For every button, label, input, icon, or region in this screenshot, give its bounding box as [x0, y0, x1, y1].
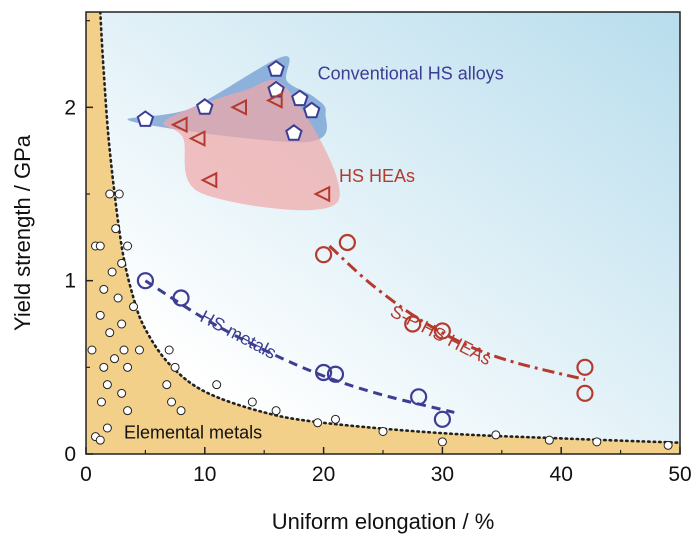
elemental-metal-point [105, 189, 115, 199]
hs-metal-point [410, 388, 428, 406]
elemental-metal-point [95, 435, 105, 445]
y-axis-title: Yield strength / GPa [10, 134, 35, 331]
y-tick-label: 1 [64, 270, 76, 293]
elemental-metal-point [491, 430, 501, 440]
sp-hs-hea-point [338, 233, 356, 252]
x-tick-label: 40 [550, 463, 573, 486]
x-axis-title: Uniform elongation / % [272, 509, 495, 534]
elemental-metal-point [105, 328, 115, 338]
elemental-metal-point [99, 284, 109, 294]
elemental-metal-point [247, 397, 257, 407]
elemental-metal-point [99, 362, 109, 372]
conventional-alloy-point [291, 89, 309, 107]
x-tick-label: 10 [193, 463, 216, 486]
elemental-metal-point [117, 319, 127, 329]
elemental-metal-point [313, 418, 323, 428]
hs-metal-point [172, 289, 190, 307]
elemental-metal-point [167, 397, 177, 407]
elemental-metal-point [123, 241, 133, 251]
elemental-metal-point [113, 293, 123, 303]
elemental-metal-point [592, 437, 602, 447]
hs-metals-trend-line [144, 279, 455, 414]
hs-hea-point [200, 171, 218, 189]
elemental-metals-label: Elemental metals [124, 422, 262, 442]
axes: 0 10 20 30 40 50 0 1 2 [64, 20, 692, 486]
elemental-metal-point [95, 310, 105, 320]
elemental-metals-region [86, 12, 680, 454]
elemental-metal-point [129, 302, 139, 312]
elemental-metal-point [378, 426, 388, 436]
elemental-metal-point [117, 258, 127, 268]
x-tick-label: 20 [312, 463, 335, 486]
elemental-metal-point [134, 345, 144, 355]
x-tick-label: 50 [668, 463, 691, 486]
conventional-alloy-point [302, 101, 321, 119]
hs-metal-point [433, 410, 451, 428]
conventional-alloy-point [285, 124, 303, 141]
elemental-metal-point [544, 435, 554, 445]
hs-hea-point [313, 185, 331, 203]
elemental-metal-point [212, 380, 222, 390]
elemental-metal-point [123, 362, 133, 372]
hs-metal-point [136, 272, 154, 290]
conventional-hs-alloys-label: Conventional HS alloys [318, 64, 504, 84]
elemental-metal-point [164, 345, 174, 355]
sp-hs-heas-trend-line [328, 244, 586, 381]
hs-metal-point [315, 363, 333, 382]
sp-hs-hea-point [576, 358, 594, 376]
y-tick-label: 2 [64, 96, 76, 119]
hs-hea-point [230, 98, 247, 116]
y-tick-label: 0 [64, 443, 76, 466]
hs-metal-point [326, 365, 345, 383]
elemental-metal-point [87, 345, 97, 355]
elemental-metal-point [117, 388, 127, 398]
sp-hs-hea-point [315, 246, 333, 264]
elemental-metal-point [110, 354, 120, 364]
elemental-metal-point [123, 406, 133, 416]
elemental-metal-point [176, 406, 186, 416]
elemental-metal-point [102, 423, 112, 433]
elemental-metal-point [102, 380, 112, 390]
elemental-metal-point [111, 224, 121, 234]
x-tick-label: 0 [80, 463, 92, 486]
elemental-metal-point [330, 414, 340, 424]
elemental-metal-point [663, 440, 673, 450]
hs-hea-point [265, 91, 283, 109]
sp-hs-hea-point [576, 384, 594, 402]
sp-hs-hea-point [433, 322, 451, 340]
elemental-metal-point [119, 345, 129, 355]
elemental-metal-point [162, 380, 172, 390]
elemental-metal-point [437, 437, 447, 447]
conventional-alloy-point [267, 59, 285, 77]
plot-area [86, 12, 680, 454]
conventional-alloy-point [196, 98, 214, 115]
elemental-metal-point [271, 406, 281, 416]
elemental-metal-point [170, 362, 180, 372]
elemental-metal-point [96, 397, 106, 407]
x-tick-label: 30 [431, 463, 454, 486]
elemental-metal-point [95, 241, 105, 251]
elemental-metal-point [114, 189, 124, 199]
conventional-alloy-point [136, 110, 155, 127]
hs-heas-label: HS HEAs [339, 166, 415, 186]
hs-hea-point [188, 130, 206, 147]
elemental-metal-point [107, 267, 117, 277]
hs-hea-point [170, 116, 188, 134]
sp-hs-hea-point [404, 315, 422, 333]
